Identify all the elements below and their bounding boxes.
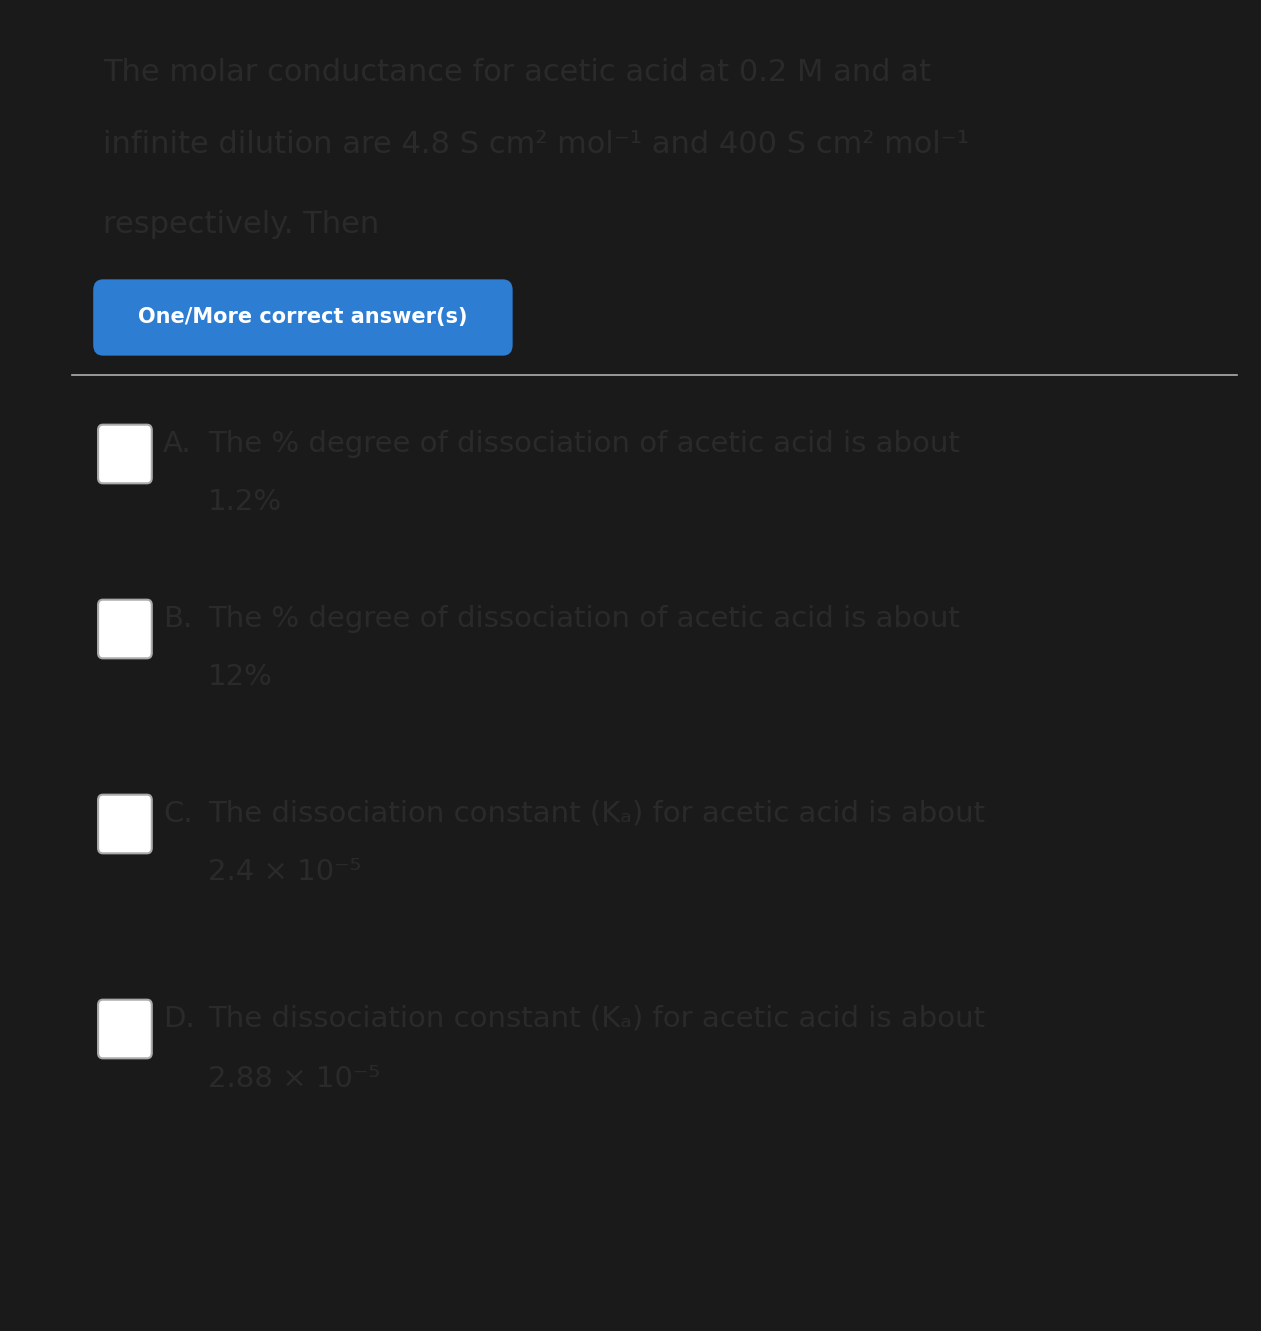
Text: One/More correct answer(s): One/More correct answer(s) (139, 307, 468, 327)
Text: 2.88 × 10⁻⁵: 2.88 × 10⁻⁵ (208, 1065, 380, 1093)
Text: The molar conductance for acetic acid at 0.2 M and at: The molar conductance for acetic acid at… (103, 59, 931, 87)
Text: The % degree of dissociation of acetic acid is about: The % degree of dissociation of acetic a… (208, 430, 960, 458)
Text: 1.2%: 1.2% (208, 488, 282, 516)
FancyBboxPatch shape (98, 600, 151, 659)
Text: The % degree of dissociation of acetic acid is about: The % degree of dissociation of acetic a… (208, 606, 960, 634)
Text: The dissociation constant (Kₐ) for acetic acid is about: The dissociation constant (Kₐ) for aceti… (208, 1005, 985, 1033)
Text: D.: D. (163, 1005, 194, 1033)
Text: 12%: 12% (208, 663, 272, 691)
FancyBboxPatch shape (98, 795, 151, 853)
FancyBboxPatch shape (93, 280, 513, 355)
Text: C.: C. (163, 800, 193, 828)
Text: 2.4 × 10⁻⁵: 2.4 × 10⁻⁵ (208, 858, 361, 886)
Text: infinite dilution are 4.8 S cm² mol⁻¹ and 400 S cm² mol⁻¹: infinite dilution are 4.8 S cm² mol⁻¹ an… (103, 130, 968, 158)
FancyBboxPatch shape (98, 425, 151, 483)
FancyBboxPatch shape (98, 1000, 151, 1058)
Text: The dissociation constant (Kₐ) for acetic acid is about: The dissociation constant (Kₐ) for aceti… (208, 800, 985, 828)
Text: A.: A. (163, 430, 192, 458)
Text: respectively. Then: respectively. Then (103, 210, 380, 240)
Text: B.: B. (163, 606, 192, 634)
